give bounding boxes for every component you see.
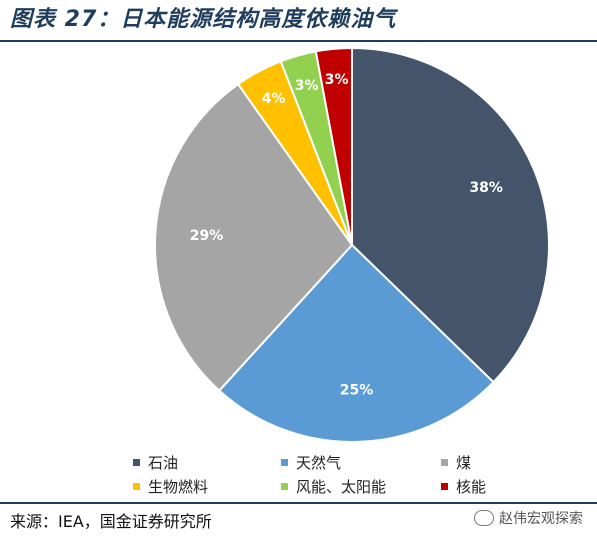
legend-item-biofuel: 生物燃料	[133, 476, 281, 496]
legend-swatch-wind-solar	[281, 482, 288, 490]
data-label-biofuel: 4%	[262, 91, 286, 107]
wechat-icon	[474, 510, 494, 526]
pie-slice-nuclear	[314, 46, 353, 246]
pie-slice-coal	[154, 82, 354, 392]
legend-label-biofuel: 生物燃料	[148, 477, 209, 496]
legend-item-nuclear: 核能	[441, 476, 531, 496]
pie-chart: 38% 25% 29% 4% 3% 3%	[154, 46, 550, 443]
data-label-nuclear: 3%	[325, 72, 349, 88]
watermark: 赵伟宏观探索	[474, 508, 583, 528]
legend-swatch-oil	[133, 458, 140, 466]
source-note: 来源：IEA，国金证券研究所	[10, 512, 212, 531]
legend-label-oil: 石油	[148, 453, 179, 472]
chart-legend: 石油 天然气 煤 生物燃料 风能、太阳能 核能	[133, 452, 486, 496]
legend-swatch-coal	[441, 458, 448, 466]
legend-item-oil: 石油	[133, 452, 281, 472]
legend-swatch-biofuel	[133, 482, 140, 490]
legend-item-natural-gas: 天然气	[281, 452, 441, 472]
data-label-wind-solar: 3%	[295, 78, 319, 94]
chart-title: 图表 27：日本能源结构高度依赖油气	[10, 7, 397, 32]
legend-item-coal: 煤	[441, 452, 531, 472]
legend-label-nuclear: 核能	[456, 477, 487, 496]
pie-slice-oil	[351, 46, 550, 384]
data-label-coal: 29%	[190, 228, 224, 244]
legend-swatch-natural-gas	[281, 458, 288, 466]
legend-swatch-nuclear	[441, 482, 448, 490]
data-label-oil: 38%	[469, 180, 503, 196]
data-label-natural-gas: 25%	[340, 383, 374, 399]
pie-slice-natural-gas	[217, 243, 495, 443]
footer-divider	[0, 502, 597, 504]
legend-label-wind-solar: 风能、太阳能	[296, 477, 387, 496]
legend-item-wind-solar: 风能、太阳能	[281, 476, 441, 496]
legend-label-coal: 煤	[456, 453, 472, 472]
watermark-text: 赵伟宏观探索	[499, 511, 583, 527]
title-divider	[0, 40, 597, 42]
legend-label-natural-gas: 天然气	[296, 453, 342, 472]
